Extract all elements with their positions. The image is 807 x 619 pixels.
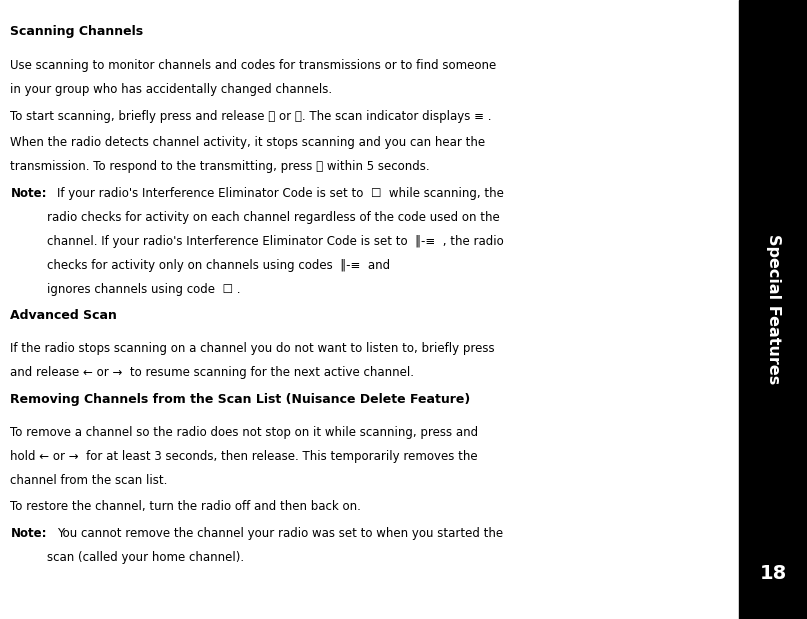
- Text: and release ← or →  to resume scanning for the next active channel.: and release ← or → to resume scanning fo…: [10, 366, 415, 379]
- Text: channel. If your radio's Interference Eliminator Code is set to  ‖-≡  , the radi: channel. If your radio's Interference El…: [47, 235, 504, 248]
- Text: transmission. To respond to the transmitting, press Ⓜ within 5 seconds.: transmission. To respond to the transmit…: [10, 160, 430, 173]
- Text: Use scanning to monitor channels and codes for transmissions or to find someone: Use scanning to monitor channels and cod…: [10, 59, 497, 72]
- Text: To remove a channel so the radio does not stop on it while scanning, press and: To remove a channel so the radio does no…: [10, 426, 479, 439]
- Text: To restore the channel, turn the radio off and then back on.: To restore the channel, turn the radio o…: [10, 500, 362, 514]
- Text: 18: 18: [759, 565, 787, 583]
- Text: When the radio detects channel activity, it stops scanning and you can hear the: When the radio detects channel activity,…: [10, 137, 486, 150]
- Text: checks for activity only on channels using codes  ‖-≡  and: checks for activity only on channels usi…: [47, 259, 390, 272]
- Text: To start scanning, briefly press and release Ⓜ or Ⓜ. The scan indicator displays: To start scanning, briefly press and rel…: [10, 110, 492, 123]
- Text: You cannot remove the channel your radio was set to when you started the: You cannot remove the channel your radio…: [57, 527, 504, 540]
- Bar: [739, 0, 807, 619]
- Text: channel from the scan list.: channel from the scan list.: [10, 474, 168, 487]
- Text: Scanning Channels: Scanning Channels: [10, 25, 144, 38]
- Text: in your group who has accidentally changed channels.: in your group who has accidentally chang…: [10, 83, 332, 96]
- Text: ignores channels using code  ☐ .: ignores channels using code ☐ .: [47, 282, 240, 296]
- Text: If your radio's Interference Eliminator Code is set to  ☐  while scanning, the: If your radio's Interference Eliminator …: [57, 187, 504, 201]
- Text: Note:: Note:: [10, 187, 47, 201]
- Text: hold ← or →  for at least 3 seconds, then release. This temporarily removes the: hold ← or → for at least 3 seconds, then…: [10, 449, 478, 463]
- Text: scan (called your home channel).: scan (called your home channel).: [47, 551, 244, 565]
- Text: radio checks for activity on each channel regardless of the code used on the: radio checks for activity on each channe…: [47, 211, 500, 224]
- Text: Special Features: Special Features: [766, 235, 780, 384]
- Text: If the radio stops scanning on a channel you do not want to listen to, briefly p: If the radio stops scanning on a channel…: [10, 342, 495, 355]
- Text: Note:: Note:: [10, 527, 47, 540]
- Text: Removing Channels from the Scan List (Nuisance Delete Feature): Removing Channels from the Scan List (Nu…: [10, 393, 470, 406]
- Text: Advanced Scan: Advanced Scan: [10, 310, 117, 322]
